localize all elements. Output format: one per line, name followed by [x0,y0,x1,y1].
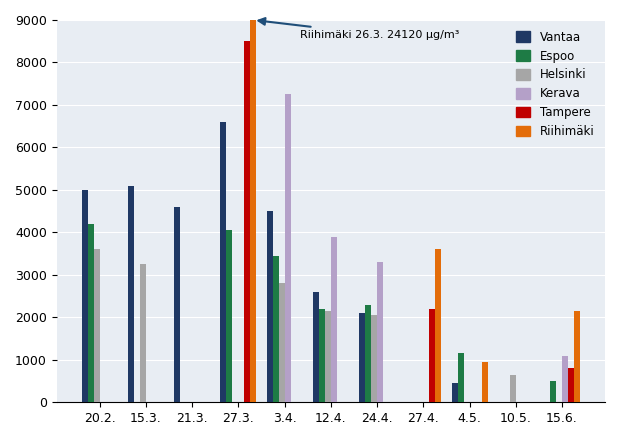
Bar [128,186,134,402]
Bar [568,368,574,402]
Bar [87,224,94,402]
Text: Riihimäki 26.3. 24120 μg/m³: Riihimäki 26.3. 24120 μg/m³ [259,18,459,40]
Legend: Vantaa, Espoo, Helsinki, Kerava, Tampere, Riihimäki: Vantaa, Espoo, Helsinki, Kerava, Tampere… [512,26,599,143]
Bar [435,249,441,402]
Bar [550,381,556,402]
Bar [319,309,325,402]
Bar [250,0,257,402]
Bar [377,262,383,402]
Bar [365,304,371,402]
Bar [174,207,180,402]
Bar [285,94,291,402]
Bar [140,264,146,402]
Bar [574,311,580,402]
Bar [482,362,487,402]
Bar [278,283,285,402]
Bar [359,313,365,402]
Bar [325,311,331,402]
Bar [510,375,516,402]
Bar [451,383,458,402]
Bar [244,41,250,402]
Bar [331,237,337,402]
Bar [267,211,273,402]
Bar [371,315,377,402]
Bar [82,190,87,402]
Bar [562,356,568,402]
Bar [429,309,435,402]
Bar [273,256,278,402]
Bar [94,249,100,402]
Bar [313,292,319,402]
Bar [220,122,226,402]
Bar [458,353,464,402]
Bar [226,230,232,402]
